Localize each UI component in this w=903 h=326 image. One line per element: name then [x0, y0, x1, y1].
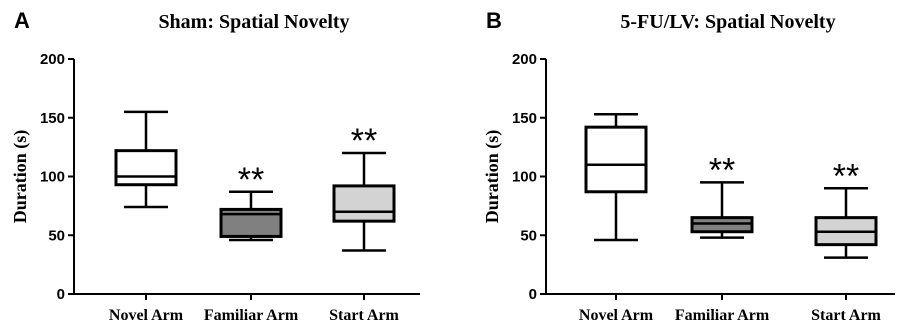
iqr-box: [332, 184, 396, 223]
y-tick-label: 100: [512, 169, 537, 186]
y-tick-label: 100: [40, 169, 65, 186]
y-tick-label: 150: [512, 110, 537, 127]
box-novel-arm: Novel Arm: [109, 110, 184, 324]
box-novel-arm: Novel Arm: [579, 112, 654, 324]
y-tick-label: 150: [40, 110, 65, 127]
chart-title: Sham: Spatial Novelty: [158, 11, 349, 33]
panel-label: B: [486, 8, 502, 33]
y-tick-label: 50: [48, 227, 65, 244]
significance-marker: **: [238, 161, 264, 199]
x-category-label: Novel Arm: [109, 307, 184, 324]
significance-marker: **: [833, 157, 859, 195]
y-tick-label: 200: [512, 51, 537, 68]
y-axis-label: Duration (s): [482, 130, 503, 224]
box-start-arm: ** Start Arm: [329, 122, 399, 324]
x-category-label: Start Arm: [811, 307, 881, 324]
x-category-label: Familiar Arm: [204, 307, 299, 324]
y-axis-label: Duration (s): [10, 130, 31, 224]
y-tick-label: 0: [57, 286, 65, 303]
panel-a: A Sham: Spatial Novelty Duration (s) 0 50 100…: [10, 8, 420, 324]
iqr-box: [584, 125, 648, 194]
iqr-box: [114, 149, 178, 187]
panel-label: A: [14, 8, 30, 33]
significance-marker: **: [709, 151, 735, 189]
y-tick-label: 200: [40, 51, 65, 68]
box-familiar-arm: ** Familiar Arm: [204, 161, 299, 324]
x-category-label: Novel Arm: [579, 307, 654, 324]
y-tick-label: 0: [529, 286, 537, 303]
x-category-label: Familiar Arm: [675, 307, 770, 324]
significance-marker: **: [351, 122, 377, 160]
chart-title: 5-FU/LV: Spatial Novelty: [620, 11, 835, 33]
panel-b: B 5-FU/LV: Spatial Novelty Duration (s) 0 50…: [482, 8, 895, 324]
x-category-label: Start Arm: [329, 307, 399, 324]
y-tick-label: 50: [520, 227, 537, 244]
box-start-arm: ** Start Arm: [811, 157, 881, 324]
box-familiar-arm: ** Familiar Arm: [675, 151, 770, 324]
